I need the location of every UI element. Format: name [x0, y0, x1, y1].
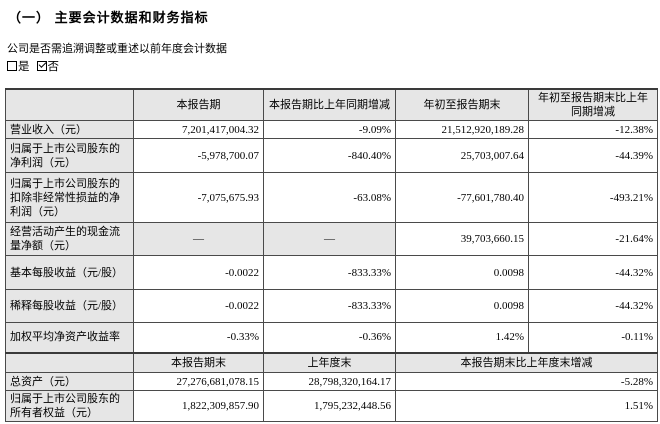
table-row-weighted-avg-roe: 加权平均净资产收益率 -0.33% -0.36% 1.42% -0.11% [5, 322, 658, 353]
value-cell: -0.33% [133, 322, 264, 353]
value-cell: -44.32% [528, 289, 658, 323]
value-cell: -833.33% [263, 289, 396, 323]
value-cell: 1,795,232,448.56 [263, 390, 396, 422]
value-cell: 0.0098 [395, 289, 529, 323]
table-row-total-assets: 总资产（元） 27,276,681,078.15 28,798,320,164.… [5, 372, 658, 391]
table-row-net-profit-excl-nonrecurring: 归属于上市公司股东的扣除非经常性损益的净利润（元） -7,075,675.93 … [5, 172, 658, 223]
col-header: 本报告期 [133, 88, 264, 121]
check-mark-icon [38, 60, 46, 68]
value-cell-dash: — [133, 222, 264, 256]
table-header-row-period-end: 本报告期末 上年度末 本报告期末比上年度末增减 [5, 351, 658, 373]
table-row-owners-equity: 归属于上市公司股东的所有者权益（元） 1,822,309,857.90 1,79… [5, 390, 658, 422]
value-cell: -5.28% [395, 372, 658, 391]
value-cell: -0.0022 [133, 289, 264, 323]
table-header-row-period: 本报告期 本报告期比上年同期增减 年初至报告期末 年初至报告期末比上年同期增减 [5, 88, 658, 121]
row-label: 归属于上市公司股东的所有者权益（元） [5, 390, 134, 422]
value-cell: 27,276,681,078.15 [133, 372, 264, 391]
value-cell: -44.39% [528, 138, 658, 173]
section-title: （一） 主要会计数据和财务指标 [8, 10, 209, 25]
key-financial-indicators-table: 本报告期 本报告期比上年同期增减 年初至报告期末 年初至报告期末比上年同期增减 … [5, 88, 658, 422]
value-cell: 1.51% [395, 390, 658, 422]
value-cell: 25,703,007.64 [395, 138, 529, 173]
checkbox-unchecked-icon [7, 61, 17, 71]
value-cell: 28,798,320,164.17 [263, 372, 396, 391]
checkbox-checked-icon [36, 60, 47, 71]
value-cell: -840.40% [263, 138, 396, 173]
value-cell: 1,822,309,857.90 [133, 390, 264, 422]
value-cell: -5,978,700.07 [133, 138, 264, 173]
col-header: 本报告期末 [133, 351, 264, 373]
value-cell: -12.38% [528, 120, 658, 139]
value-cell: -493.21% [528, 172, 658, 223]
table-row-operating-cash-flow: 经营活动产生的现金流量净额（元） — — 39,703,660.15 -21.6… [5, 222, 658, 256]
value-cell: -44.32% [528, 255, 658, 290]
value-cell: 39,703,660.15 [395, 222, 529, 256]
value-cell: 1.42% [395, 322, 529, 353]
value-cell-dash: — [263, 222, 396, 256]
table-row-revenue: 营业收入（元） 7,201,417,004.32 -9.09% 21,512,9… [5, 120, 658, 139]
row-label: 稀释每股收益（元/股） [5, 289, 134, 323]
row-label: 基本每股收益（元/股） [5, 255, 134, 290]
row-label: 营业收入（元） [5, 120, 134, 139]
col-header: 年初至报告期末 [395, 88, 529, 121]
restatement-question: 公司是否需追溯调整或重述以前年度会计数据 [7, 43, 227, 55]
col-header: 本报告期比上年同期增减 [263, 88, 396, 121]
value-cell: -21.64% [528, 222, 658, 256]
row-label: 总资产（元） [5, 372, 134, 391]
table-row-net-profit: 归属于上市公司股东的净利润（元） -5,978,700.07 -840.40% … [5, 138, 658, 173]
row-label: 加权平均净资产收益率 [5, 322, 134, 353]
restatement-options: 是否 [7, 58, 66, 74]
col-header: 本报告期末比上年度末增减 [395, 351, 658, 373]
value-cell: 0.0098 [395, 255, 529, 290]
option-yes: 是 [7, 61, 30, 73]
value-cell: 21,512,920,189.28 [395, 120, 529, 139]
value-cell: -0.0022 [133, 255, 264, 290]
value-cell: -7,075,675.93 [133, 172, 264, 223]
row-label: 经营活动产生的现金流量净额（元） [5, 222, 134, 256]
col-header: 上年度末 [263, 351, 396, 373]
row-label: 归属于上市公司股东的净利润（元） [5, 138, 134, 173]
value-cell: -63.08% [263, 172, 396, 223]
value-cell: 7,201,417,004.32 [133, 120, 264, 139]
value-cell: -833.33% [263, 255, 396, 290]
row-label: 归属于上市公司股东的扣除非经常性损益的净利润（元） [5, 172, 134, 223]
option-no-label: 否 [47, 61, 60, 73]
blank-header-cell [5, 88, 134, 121]
value-cell: -77,601,780.40 [395, 172, 529, 223]
value-cell: -0.36% [263, 322, 396, 353]
value-cell: -0.11% [528, 322, 658, 353]
value-cell: -9.09% [263, 120, 396, 139]
col-header: 年初至报告期末比上年同期增减 [528, 88, 658, 121]
blank-header-cell [5, 351, 134, 373]
table-row-diluted-eps: 稀释每股收益（元/股） -0.0022 -833.33% 0.0098 -44.… [5, 289, 658, 323]
option-no: 否 [36, 60, 60, 73]
option-yes-label: 是 [18, 61, 30, 73]
table-row-basic-eps: 基本每股收益（元/股） -0.0022 -833.33% 0.0098 -44.… [5, 255, 658, 290]
